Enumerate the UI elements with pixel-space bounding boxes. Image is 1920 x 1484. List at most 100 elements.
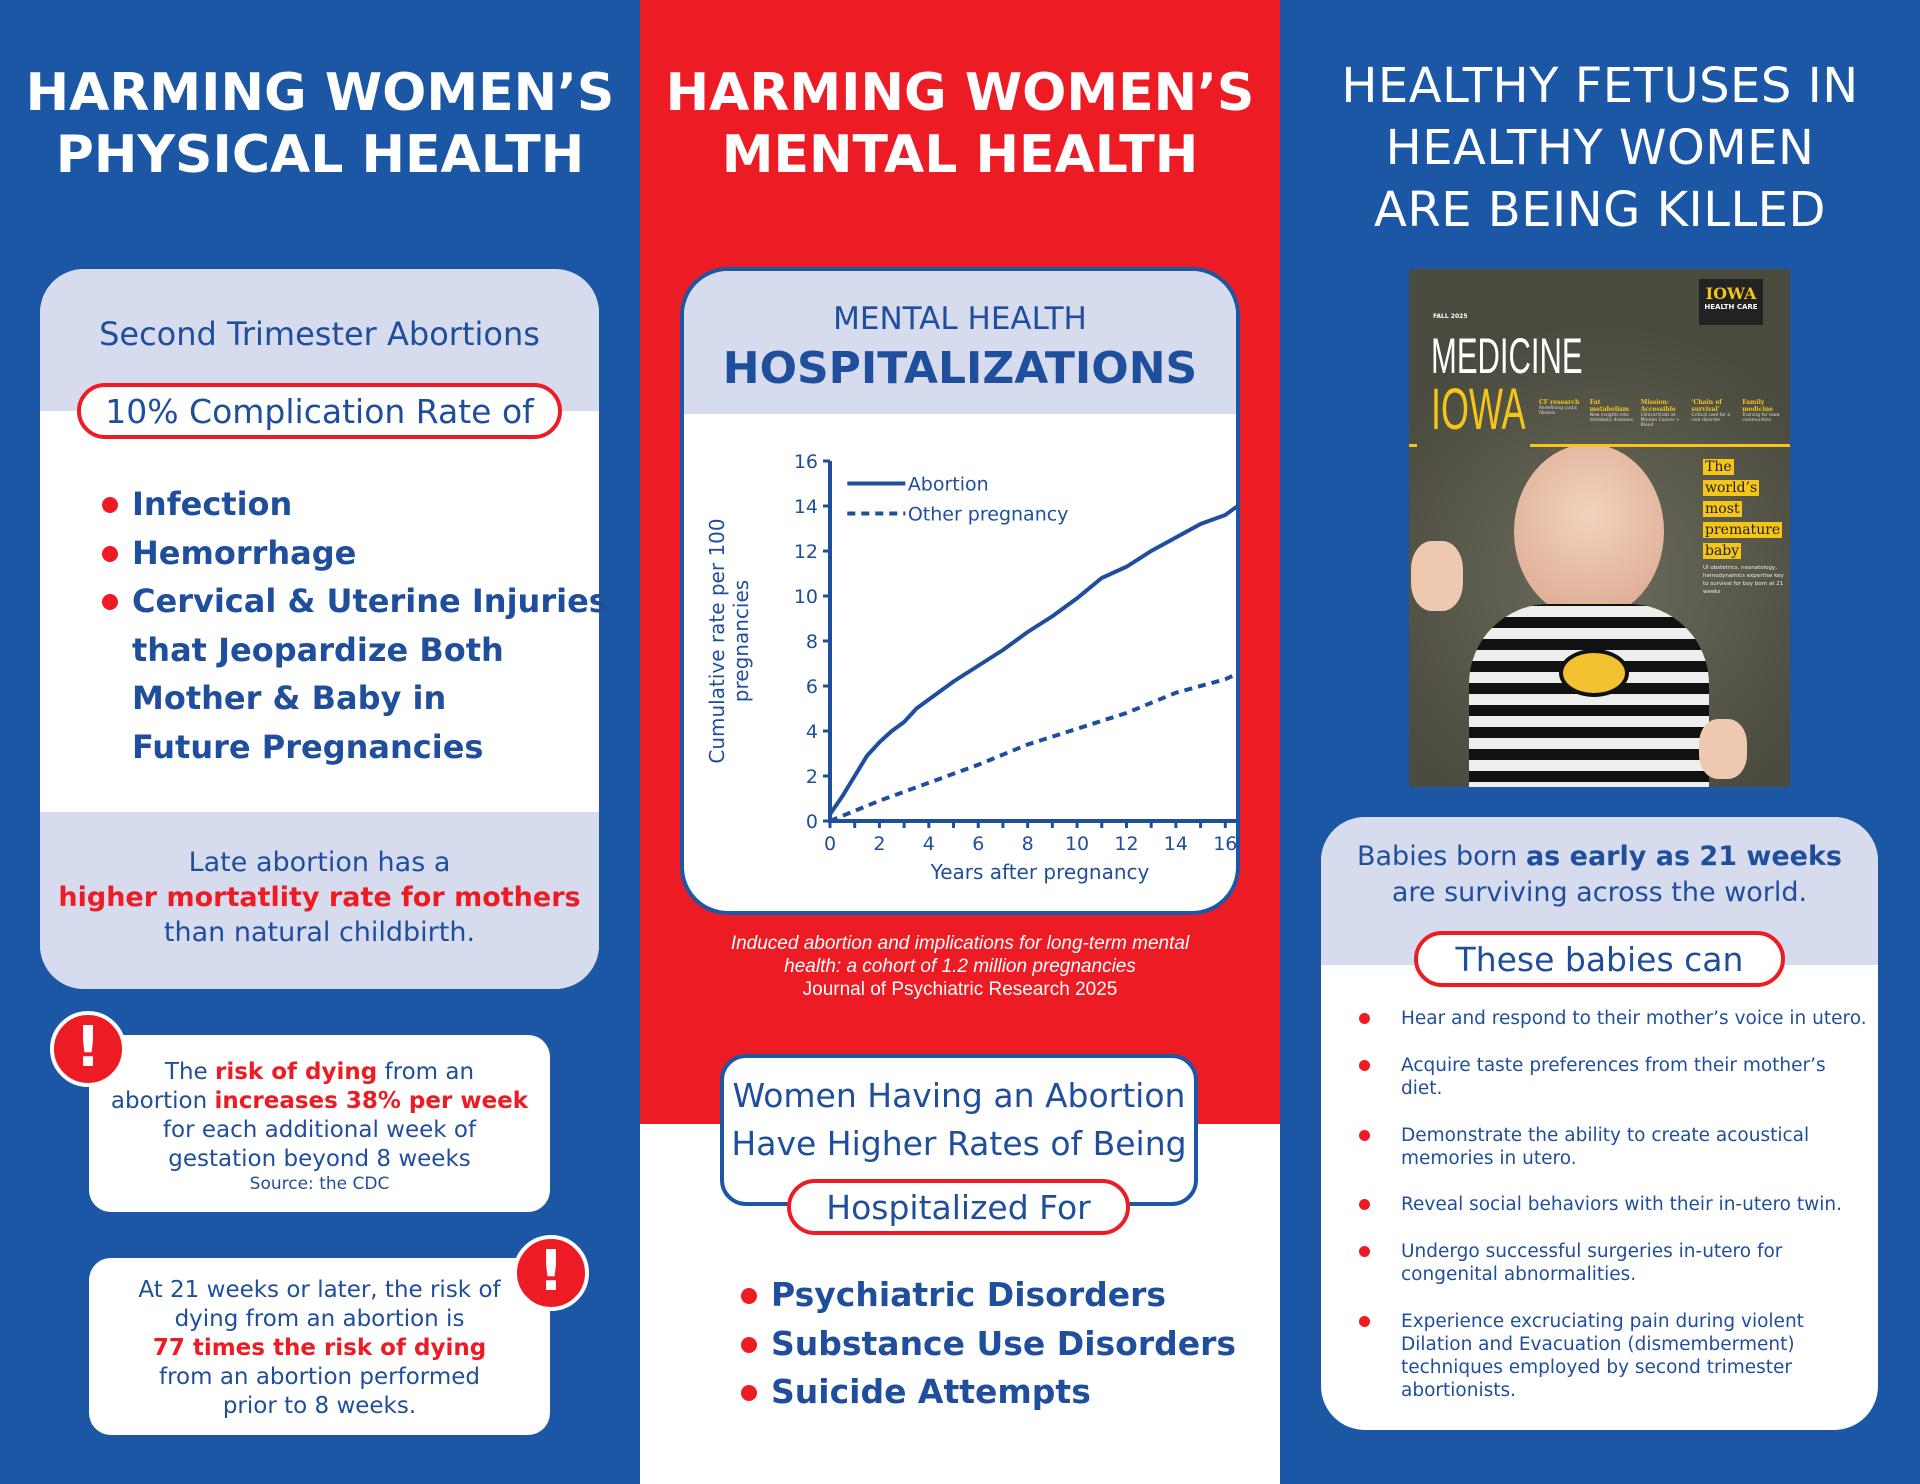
logo-text: IOWA <box>1705 284 1757 303</box>
card-title: HOSPITALIZATIONS <box>722 343 1198 394</box>
x-tick-label: 4 <box>923 833 935 855</box>
list-item: Hear and respond to their mother’s voice… <box>1359 1007 1871 1030</box>
alert-line: from an abortion performed <box>159 1364 480 1390</box>
legend-label: Abortion <box>908 474 989 496</box>
exclamation-icon: ! <box>50 1011 126 1087</box>
item-text: Hear and respond to their mother’s voice… <box>1401 1008 1867 1029</box>
title-line: PHYSICAL HEALTH <box>55 125 585 185</box>
y-tick-label: 16 <box>794 451 818 473</box>
card-heading: Babies born as early as 21 weeks are sur… <box>1321 839 1878 911</box>
card-heading: Second Trimester Abortions <box>99 315 540 353</box>
headline-word: baby <box>1703 543 1742 559</box>
alert-line: dying from an abortion is <box>174 1306 465 1332</box>
t: are surviving across the world. <box>1391 877 1808 908</box>
title-line: ARE BEING KILLED <box>1374 182 1826 238</box>
y-tick-label: 2 <box>806 766 818 788</box>
risk-per-week-alert: The risk of dying from an abortion incre… <box>89 1035 550 1212</box>
list-item: Psychiatric Disorders <box>741 1271 1236 1320</box>
t: Babies born <box>1356 841 1526 872</box>
masthead-medicine: MEDICINE <box>1431 328 1583 384</box>
topic-desc: Critical care for a rare disorder <box>1691 413 1731 423</box>
item-text: Psychiatric Disorders <box>771 1275 1167 1314</box>
mental-health-title: HARMING WOMEN’S MENTAL HEALTH <box>640 62 1280 186</box>
title-line: HEALTHY FETUSES IN <box>1341 58 1859 114</box>
hawkeye-logo <box>1559 649 1629 697</box>
iowa-health-care-logo: IOWA HEALTH CARE <box>1699 279 1763 325</box>
physical-health-title: HARMING WOMEN’S PHYSICAL HEALTH <box>0 62 640 186</box>
headline-line: most <box>1703 499 1782 520</box>
card-subtitle: MENTAL HEALTH <box>833 301 1087 337</box>
list-item: Infection <box>102 480 608 529</box>
topic-title: CF research <box>1539 399 1580 406</box>
complication-rate-pill: 10% Complication Rate of <box>77 383 562 439</box>
x-tick-label: 0 <box>824 833 836 855</box>
x-tick-label: 14 <box>1164 833 1188 855</box>
fetuses-panel: HEALTHY FETUSES IN HEALTHY WOMEN ARE BEI… <box>1280 0 1920 1484</box>
topic-title: ‘Chain of survival’ <box>1691 399 1722 413</box>
x-tick-label: 12 <box>1114 833 1138 855</box>
mental-health-panel: HARMING WOMEN’S MENTAL HEALTH MENTAL HEA… <box>640 0 1280 1484</box>
bullet-icon <box>1359 1130 1370 1141</box>
hospitalizations-card: MENTAL HEALTH HOSPITALIZATIONS 0 2 4 6 8 10 12… <box>680 267 1240 915</box>
complication-list: Infection Hemorrhage Cervical & Uterine … <box>102 480 608 771</box>
item-text-cont: Future Pregnancies <box>132 727 484 766</box>
list-item: Demonstrate the ability to create acoust… <box>1359 1124 1871 1170</box>
headline-word: most <box>1703 501 1742 517</box>
x-axis-label: Years after pregnancy <box>930 860 1150 884</box>
t: from an <box>377 1059 475 1085</box>
bullet-icon <box>1359 1013 1370 1024</box>
bullet-icon <box>1359 1060 1370 1071</box>
title-line: HARMING WOMEN’S <box>25 63 615 123</box>
these-babies-can-pill: These babies can <box>1414 931 1785 987</box>
late-line: than natural childbirth. <box>163 917 476 948</box>
headline-word: The <box>1703 459 1734 475</box>
topic-desc: Redefining cystic fibrosis <box>1539 406 1578 416</box>
list-item: Suicide Attempts <box>741 1368 1236 1417</box>
alert-line-highlight: 77 times the risk of dying <box>152 1335 487 1361</box>
cover-topic: Fat metabolism New insights into metaboli… <box>1590 399 1637 428</box>
baby-photo <box>1514 444 1664 619</box>
x-tick-label: 2 <box>873 833 885 855</box>
headline-line: The <box>1703 457 1782 478</box>
item-text: Suicide Attempts <box>771 1372 1091 1411</box>
study-citation: Induced abortion and implications for lo… <box>640 932 1280 1001</box>
risk-21-weeks-alert: At 21 weeks or later, the risk of dying … <box>89 1258 550 1435</box>
y-tick-label: 6 <box>806 676 818 698</box>
y-tick-label: 0 <box>806 811 818 833</box>
box-line: Have Higher Rates of Being <box>731 1124 1187 1163</box>
babies-card: Babies born as early as 21 weeks are sur… <box>1321 817 1878 1430</box>
item-text: Experience excruciating pain during viol… <box>1401 1311 1804 1401</box>
item-text: Cervical & Uterine Injuries <box>132 582 608 620</box>
issue-date: FALL 2025 <box>1433 313 1468 320</box>
y-tick-label: 12 <box>794 541 818 563</box>
headline-line: premature <box>1703 520 1783 541</box>
masthead-rule <box>1530 444 1790 447</box>
series-line-other-pregnancy <box>829 672 1236 823</box>
cover-topics: CF research Redefining cystic fibrosis Fat… <box>1539 399 1789 428</box>
topic-title: Family medicine <box>1742 399 1773 413</box>
item-text: Reveal social behaviors with their in-ut… <box>1401 1194 1842 1215</box>
headline-line: baby <box>1703 541 1782 562</box>
citation-title: Induced abortion and implications for lo… <box>730 933 1190 954</box>
x-tick-label: 16 <box>1213 833 1236 855</box>
bullet-icon <box>102 497 118 513</box>
late-line-highlight: higher mortatlity rate for mothers <box>58 882 581 913</box>
exclamation-icon: ! <box>513 1235 589 1311</box>
title-line: HARMING WOMEN’S <box>665 63 1255 123</box>
x-tick-label: 10 <box>1065 833 1089 855</box>
bullet-icon <box>102 545 118 562</box>
list-item: Substance Use Disorders <box>741 1320 1236 1369</box>
list-item: Undergo successful surgeries in-utero fo… <box>1359 1240 1871 1286</box>
bullet-icon <box>741 1288 757 1304</box>
t: as early as 21 weeks <box>1525 841 1842 872</box>
y-tick-label: 14 <box>794 496 818 518</box>
topic-desc: New insights into metabolic diseases <box>1589 413 1633 423</box>
list-item: Experience excruciating pain during viol… <box>1359 1310 1871 1402</box>
physical-health-panel: HARMING WOMEN’S PHYSICAL HEALTH Second T… <box>0 0 640 1484</box>
fetuses-title: HEALTHY FETUSES IN HEALTHY WOMEN ARE BEI… <box>1280 55 1920 241</box>
alert-source: Source: the CDC <box>249 1174 390 1194</box>
item-text-cont: Mother & Baby in <box>132 679 447 717</box>
alert-line: for each additional week of <box>162 1117 477 1143</box>
list-item: Hemorrhage <box>102 529 608 578</box>
alert-line: prior to 8 weeks. <box>222 1393 417 1419</box>
